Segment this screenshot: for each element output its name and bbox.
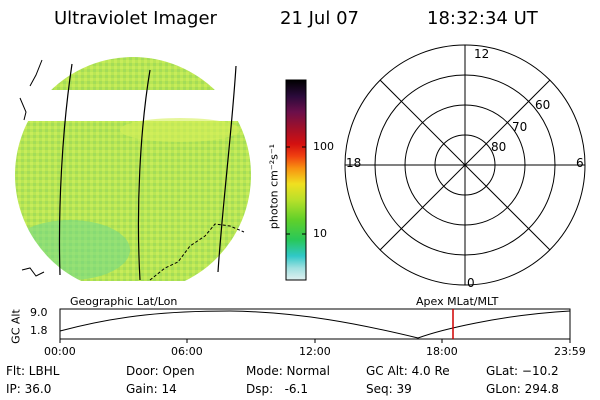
timeline-x-tick-4: 23:59: [554, 345, 586, 358]
colorbar-tick-100: 100: [313, 140, 334, 153]
timeline-x-tick-1: 06:00: [171, 345, 203, 358]
polar-label-left: 18: [346, 156, 362, 170]
polar-label-top: 12: [474, 47, 490, 61]
polar-ring-70: 70: [512, 120, 528, 134]
info-gain: Gain: 14: [126, 382, 177, 396]
info-seq: Seq: 39: [366, 382, 412, 396]
timeline-y-tick-top: 9.0: [30, 306, 48, 319]
info-flt: Flt: LBHL: [6, 364, 60, 378]
polar-ring-60: 60: [535, 98, 551, 112]
info-mode: Mode: Normal: [246, 364, 330, 378]
date-label: 21 Jul 07: [280, 8, 359, 29]
instrument-title: Ultraviolet Imager: [54, 8, 217, 29]
timeline-left-title: Geographic Lat/Lon: [70, 295, 178, 308]
polar-ring-80: 80: [491, 140, 507, 154]
info-glat: GLat: −10.2: [486, 364, 559, 378]
info-gc-alt: GC Alt: 4.0 Re: [366, 364, 450, 378]
timeline-right-title: Apex MLat/MLT: [416, 295, 499, 308]
timeline-x-tick-2: 12:00: [299, 345, 331, 358]
info-door: Door: Open: [126, 364, 195, 378]
colorbar-tick-10: 10: [313, 227, 327, 240]
polar-label-bottom: 0: [467, 276, 475, 290]
time-label: 18:32:34 UT: [427, 8, 538, 29]
info-dsp: Dsp: -6.1: [246, 382, 309, 396]
info-ip: IP: 36.0: [6, 382, 52, 396]
timeline-x-tick-3: 18:00: [426, 345, 458, 358]
timeline-y-tick-bottom: 1.8: [30, 324, 48, 337]
info-glon: GLon: 294.8: [486, 382, 559, 396]
timeline-x-tick-0: 00:00: [44, 345, 76, 358]
polar-label-right: 6: [576, 156, 584, 170]
